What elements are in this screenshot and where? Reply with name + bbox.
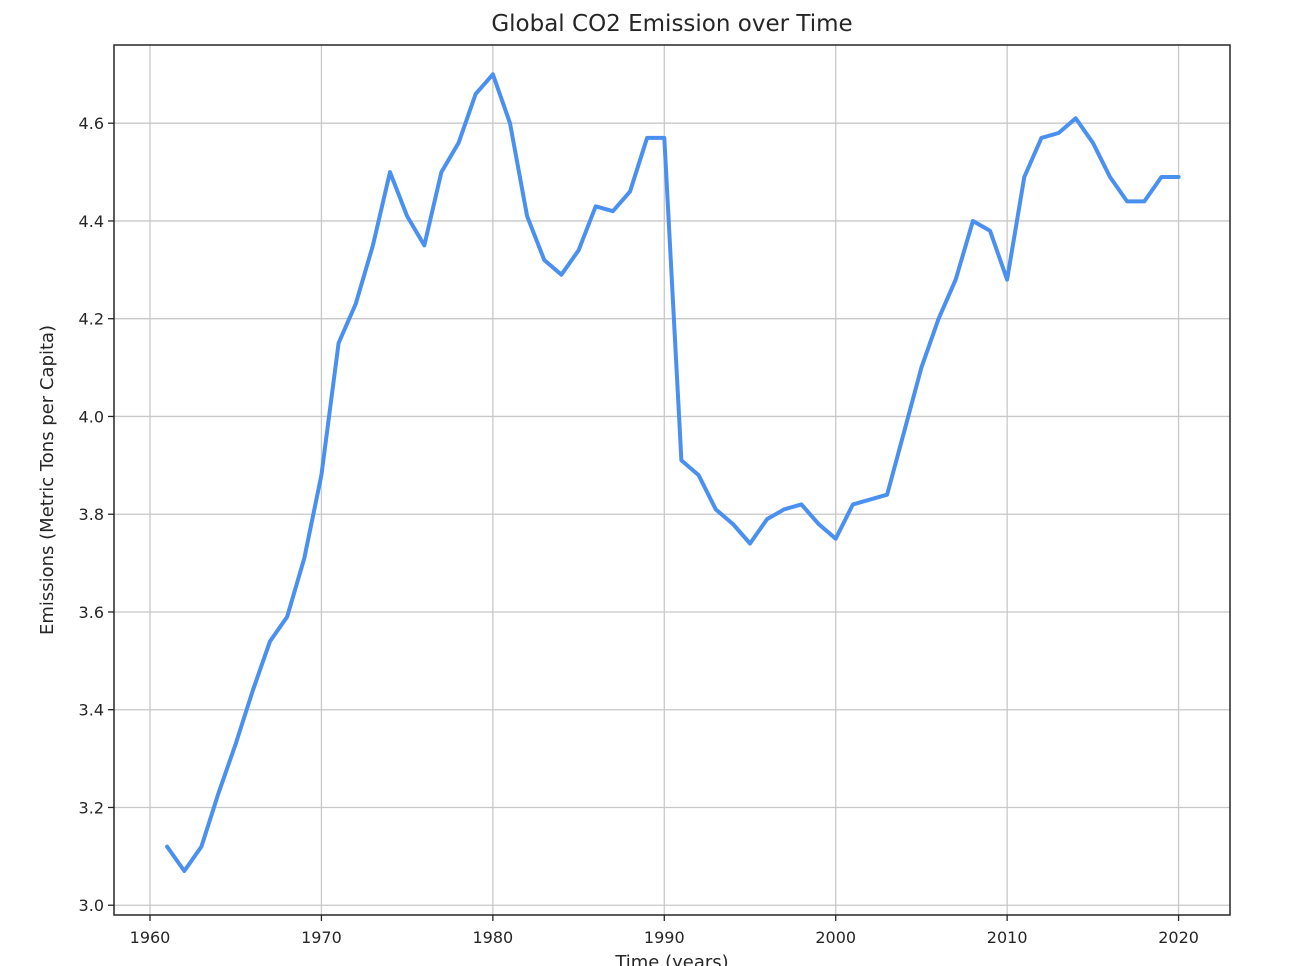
x-tick-label: 1990 xyxy=(644,928,685,947)
x-tick-label: 2020 xyxy=(1158,928,1199,947)
x-axis-ticks: 1960 1970 1980 1990 2000 2010 2020 xyxy=(130,915,1199,947)
y-tick-label: 3.6 xyxy=(79,603,104,622)
x-tick-label: 1960 xyxy=(130,928,171,947)
series-layer xyxy=(165,72,1181,873)
y-tick-label: 4.0 xyxy=(79,407,104,426)
y-axis-label: Emissions (Metric Tons per Capita) xyxy=(37,325,58,635)
y-tick-label: 4.6 xyxy=(79,114,104,133)
y-tick-label: 3.0 xyxy=(79,896,104,915)
y-tick-label: 4.2 xyxy=(79,310,104,329)
x-tick-label: 2010 xyxy=(987,928,1028,947)
series-line xyxy=(165,72,1181,873)
x-tick-label: 1980 xyxy=(472,928,513,947)
x-axis-label: Time (years) xyxy=(614,952,728,966)
vertical-gridlines xyxy=(149,45,1180,915)
y-axis-ticks: 3.0 3.2 3.4 3.6 3.8 4.0 4.2 4.4 4.6 xyxy=(79,114,114,915)
x-tick-label: 1970 xyxy=(301,928,342,947)
x-tick-label: 2000 xyxy=(815,928,856,947)
y-tick-label: 3.4 xyxy=(79,701,104,720)
y-tick-label: 4.4 xyxy=(79,212,104,231)
horizontal-gridlines xyxy=(114,122,1230,906)
y-tick-label: 3.8 xyxy=(79,505,104,524)
y-tick-label: 3.2 xyxy=(79,798,104,817)
plot-frame xyxy=(113,44,1231,916)
chart-title: Global CO2 Emission over Time xyxy=(491,11,852,37)
